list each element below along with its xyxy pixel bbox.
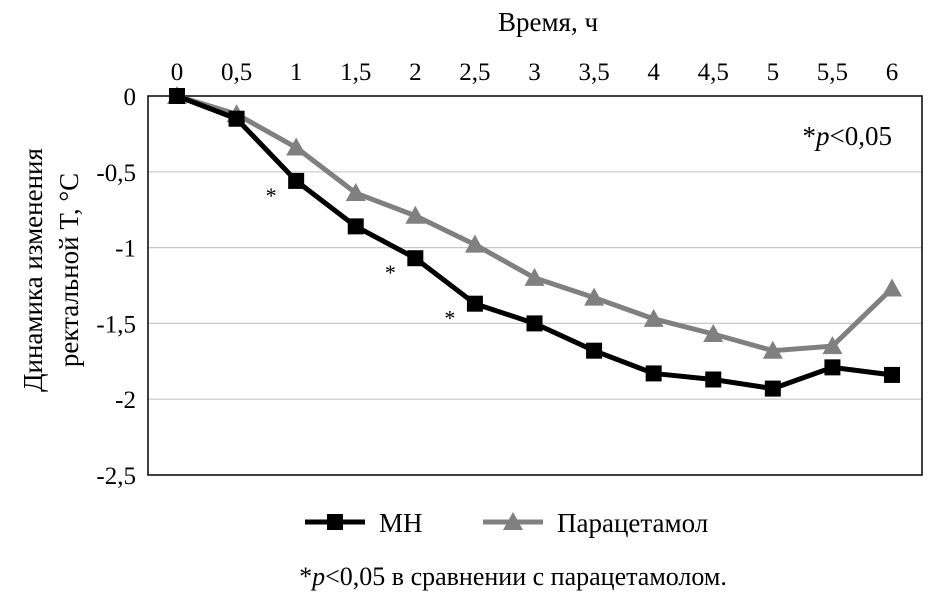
plot-frame xyxy=(147,95,923,476)
x-axis-ticks: 0 0,5 1 1,5 2 2,5 3 3,5 4 4,5 5 5,5 6 xyxy=(171,59,899,86)
y-axis-title: Динамика изменения ректальной T, °C xyxy=(18,148,84,392)
data-point xyxy=(345,183,366,202)
x-tick-label: 5,5 xyxy=(817,59,848,86)
data-point xyxy=(822,336,843,355)
y-tick-label: 0 xyxy=(124,84,137,111)
y-tick-label: -2 xyxy=(115,387,136,414)
legend-label: МН xyxy=(379,508,423,538)
data-point xyxy=(764,380,781,397)
significance-mark: * xyxy=(444,306,455,331)
legend-label: Парацетамол xyxy=(557,508,708,538)
series-paracetamol xyxy=(167,86,902,359)
p-value-annotation: *p<0,05 xyxy=(803,121,892,151)
data-point xyxy=(347,218,364,235)
data-point xyxy=(288,172,305,189)
y-tick-label: -1,5 xyxy=(96,311,136,338)
y-tick-label: -2,5 xyxy=(96,463,136,490)
data-point xyxy=(586,342,603,359)
data-point xyxy=(405,205,426,224)
data-point xyxy=(882,278,902,297)
x-tick-label: 3,5 xyxy=(578,59,609,86)
x-tick-label: 2 xyxy=(409,59,422,86)
data-point xyxy=(884,366,900,383)
data-point xyxy=(407,250,424,267)
series-layer xyxy=(167,86,902,397)
legend-marker xyxy=(327,514,343,530)
x-tick-label: 4 xyxy=(647,59,660,86)
x-tick-label: 1,5 xyxy=(340,59,371,86)
data-point xyxy=(169,88,185,104)
data-point xyxy=(464,234,485,253)
data-point xyxy=(643,308,664,327)
x-tick-label: 2,5 xyxy=(459,59,490,86)
series-mn xyxy=(169,88,900,397)
significance-marks: * * * xyxy=(266,183,456,331)
y-axis-title-line1: Динамика изменения xyxy=(18,148,48,392)
data-point xyxy=(466,295,483,312)
y-tick-label: -1 xyxy=(115,236,136,263)
data-point xyxy=(524,267,545,286)
x-tick-label: 1 xyxy=(290,59,303,86)
x-tick-label: 4,5 xyxy=(698,59,729,86)
significance-mark: * xyxy=(385,260,396,285)
legend-marker xyxy=(503,512,523,530)
x-tick-label: 0,5 xyxy=(221,59,252,86)
data-point xyxy=(762,340,783,359)
x-tick-label: 0 xyxy=(171,59,184,86)
data-point xyxy=(703,324,724,343)
data-point xyxy=(584,287,605,306)
data-point xyxy=(824,359,841,376)
data-point xyxy=(705,371,722,388)
y-axis-title-line2: ректальной T, °C xyxy=(54,173,84,367)
x-tick-label: 6 xyxy=(886,59,899,86)
y-axis-ticks: 0 -0,5 -1 -1,5 -2 -2,5 xyxy=(96,84,136,490)
data-point xyxy=(228,110,245,127)
x-axis-title: Время, ч xyxy=(498,7,598,37)
legend-item: Парацетамол xyxy=(483,508,708,538)
x-tick-label: 5 xyxy=(767,59,780,86)
x-tick-label: 3 xyxy=(528,59,541,86)
y-tick-label: -0,5 xyxy=(96,160,136,187)
data-point xyxy=(645,365,662,382)
legend: МН Парацетамол xyxy=(305,508,708,538)
significance-mark: * xyxy=(266,183,277,208)
footnote: *p<0,05 в сравнении с парацетамолом. xyxy=(299,562,727,591)
data-point xyxy=(526,315,543,332)
legend-item: МН xyxy=(305,508,423,538)
series-line xyxy=(176,93,894,354)
data-point xyxy=(286,137,307,156)
